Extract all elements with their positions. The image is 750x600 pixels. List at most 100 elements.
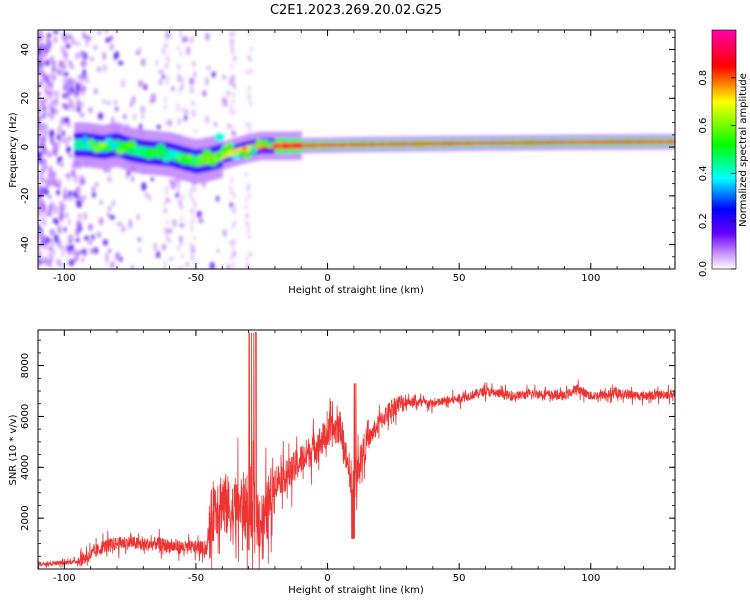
noise-streak (181, 107, 184, 113)
noise-speckle (51, 64, 57, 74)
noise-speckle (46, 32, 52, 39)
colorbar-tick-label: 0.8 (698, 70, 709, 86)
noise-speckle (156, 124, 161, 130)
noise-speckle (144, 192, 149, 198)
ridge-core (405, 142, 408, 146)
noise-speckle (91, 233, 95, 241)
ridge-core (511, 141, 514, 145)
spectrogram-y-tick-label: 0 (20, 144, 31, 150)
ridge-core (625, 140, 628, 144)
colorbar-gradient (712, 30, 736, 269)
ridge-blob (126, 140, 137, 148)
noise-speckle (66, 146, 72, 153)
noise-speckle (56, 178, 62, 185)
ridge-peak (334, 143, 342, 147)
noise-streak (229, 31, 233, 37)
ridge-core (552, 140, 555, 145)
snr-x-tick-label: 100 (581, 573, 600, 584)
ridge-core (396, 142, 399, 146)
noise-speckle (81, 89, 85, 98)
noise-speckle (38, 248, 41, 255)
noise-speckle (141, 114, 145, 120)
noise-speckle (80, 249, 86, 254)
noise-speckle (72, 190, 78, 199)
noise-streak (176, 266, 180, 269)
noise-speckle (38, 232, 42, 240)
noise-speckle (68, 238, 74, 243)
ridge-core (374, 142, 377, 147)
noise-speckle (137, 237, 142, 243)
ridge-core (499, 141, 501, 145)
noise-speckle (206, 66, 211, 71)
noise-speckle (121, 225, 126, 233)
noise-streak (231, 244, 235, 250)
noise-streak (177, 120, 180, 126)
noise-speckle (221, 96, 226, 105)
noise-streak (189, 88, 193, 94)
colorbar-tick-label: 0.0 (698, 261, 709, 277)
ridge-core (148, 147, 151, 158)
ridge-peak (650, 140, 658, 144)
noise-speckle (107, 176, 112, 183)
noise-speckle (89, 248, 95, 255)
noise-speckle (47, 252, 53, 258)
noise-speckle (43, 236, 47, 245)
ridge-core (230, 149, 233, 157)
ridge-peak (271, 144, 279, 148)
noise-speckle (102, 63, 107, 73)
noise-streak (163, 201, 166, 207)
snr-x-ticks: -100 -50 0 50 100 (37, 330, 671, 584)
ridge-core (593, 140, 596, 144)
noise-speckle (67, 234, 74, 240)
noise-speckle (52, 90, 56, 98)
noise-streak (229, 185, 232, 191)
noise-speckle (113, 54, 118, 61)
noise-streak (229, 239, 232, 245)
noise-speckle (70, 169, 76, 178)
noise-speckle (71, 104, 77, 112)
noise-speckle (38, 260, 43, 265)
noise-streak (194, 128, 197, 134)
noise-speckle (110, 35, 113, 41)
noise-streak (230, 43, 234, 49)
ridge-core (638, 140, 640, 144)
noise-speckle (196, 210, 202, 218)
ridge-core (213, 152, 216, 164)
noise-speckle (76, 91, 80, 97)
noise-speckle (71, 78, 76, 85)
ridge-core (289, 142, 291, 150)
noise-streak (164, 104, 167, 110)
noise-streak (230, 124, 234, 130)
noise-speckle (38, 209, 42, 218)
noise-streak (244, 204, 248, 210)
ridge-core (227, 150, 230, 158)
noise-speckle (60, 162, 64, 168)
ridge-core (668, 139, 670, 144)
noise-streak (249, 101, 252, 107)
noise-speckle (110, 261, 115, 268)
noise-speckle (79, 112, 85, 119)
snr-y-ticks: 2000 4000 6000 8000 (20, 339, 675, 570)
noise-speckle (167, 119, 173, 127)
noise-speckle (41, 60, 45, 68)
noise-streak (249, 47, 253, 53)
ridge-blob (99, 141, 107, 148)
noise-speckle (114, 106, 119, 112)
noise-streak (246, 212, 249, 218)
noise-streak (180, 85, 183, 91)
noise-speckle (62, 137, 67, 143)
ridge-core (532, 140, 535, 145)
noise-speckle (178, 234, 183, 244)
noise-streak (176, 106, 179, 112)
ridge-peak (597, 140, 605, 144)
ridge-blob (155, 143, 166, 153)
noise-speckle (205, 77, 209, 87)
noise-speckle (43, 110, 50, 118)
noise-streak (193, 235, 196, 241)
noise-streak (232, 98, 235, 104)
noise-speckle (226, 123, 231, 129)
snr-y-tick-label: 4000 (20, 455, 31, 480)
noise-speckle (205, 115, 210, 124)
ridge-core (93, 140, 96, 151)
noise-speckle (51, 242, 55, 250)
